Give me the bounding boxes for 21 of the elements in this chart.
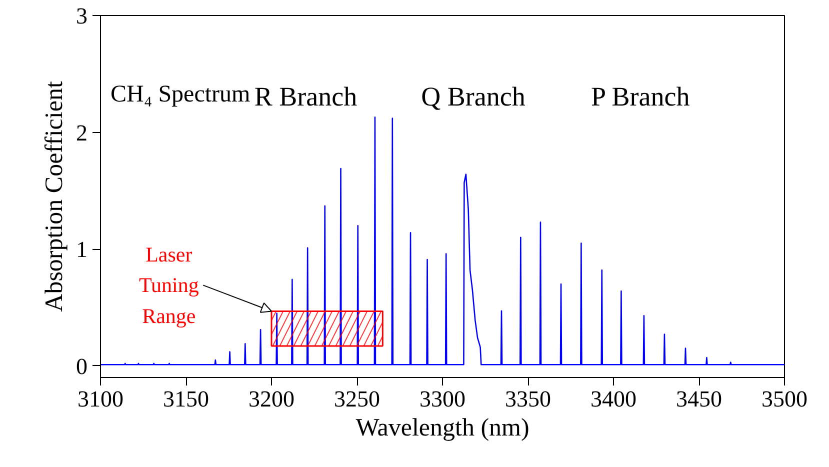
annotation: Q Branch	[421, 81, 526, 112]
x-tick-label: 3150	[163, 386, 209, 412]
annotation: P Branch	[590, 81, 690, 112]
annotation: CH₄ Spectrum	[110, 82, 251, 108]
band-label: Laser Tuning Range	[138, 242, 200, 328]
x-tick-label: 3450	[676, 386, 722, 412]
line-series	[100, 116, 784, 366]
y-axis-title: Absorption Coefficient	[41, 81, 68, 312]
x-tick-label: 3100	[78, 386, 124, 412]
x-axis-title: Wavelength (nm)	[356, 414, 530, 442]
x-tick-label: 3250	[334, 386, 380, 412]
x-tick-label: 3400	[590, 386, 636, 412]
x-tick-label: 3500	[762, 386, 808, 412]
x-tick-label: 3200	[248, 386, 294, 412]
x-tick-label: 3350	[505, 386, 551, 412]
y-tick-label: 3	[76, 4, 88, 28]
annotation: R Branch	[254, 81, 358, 112]
y-tick-label: 2	[76, 120, 88, 146]
y-tick-label: 0	[76, 354, 88, 379]
x-tick-label: 3300	[420, 386, 466, 412]
y-tick-label: 1	[76, 237, 88, 262]
